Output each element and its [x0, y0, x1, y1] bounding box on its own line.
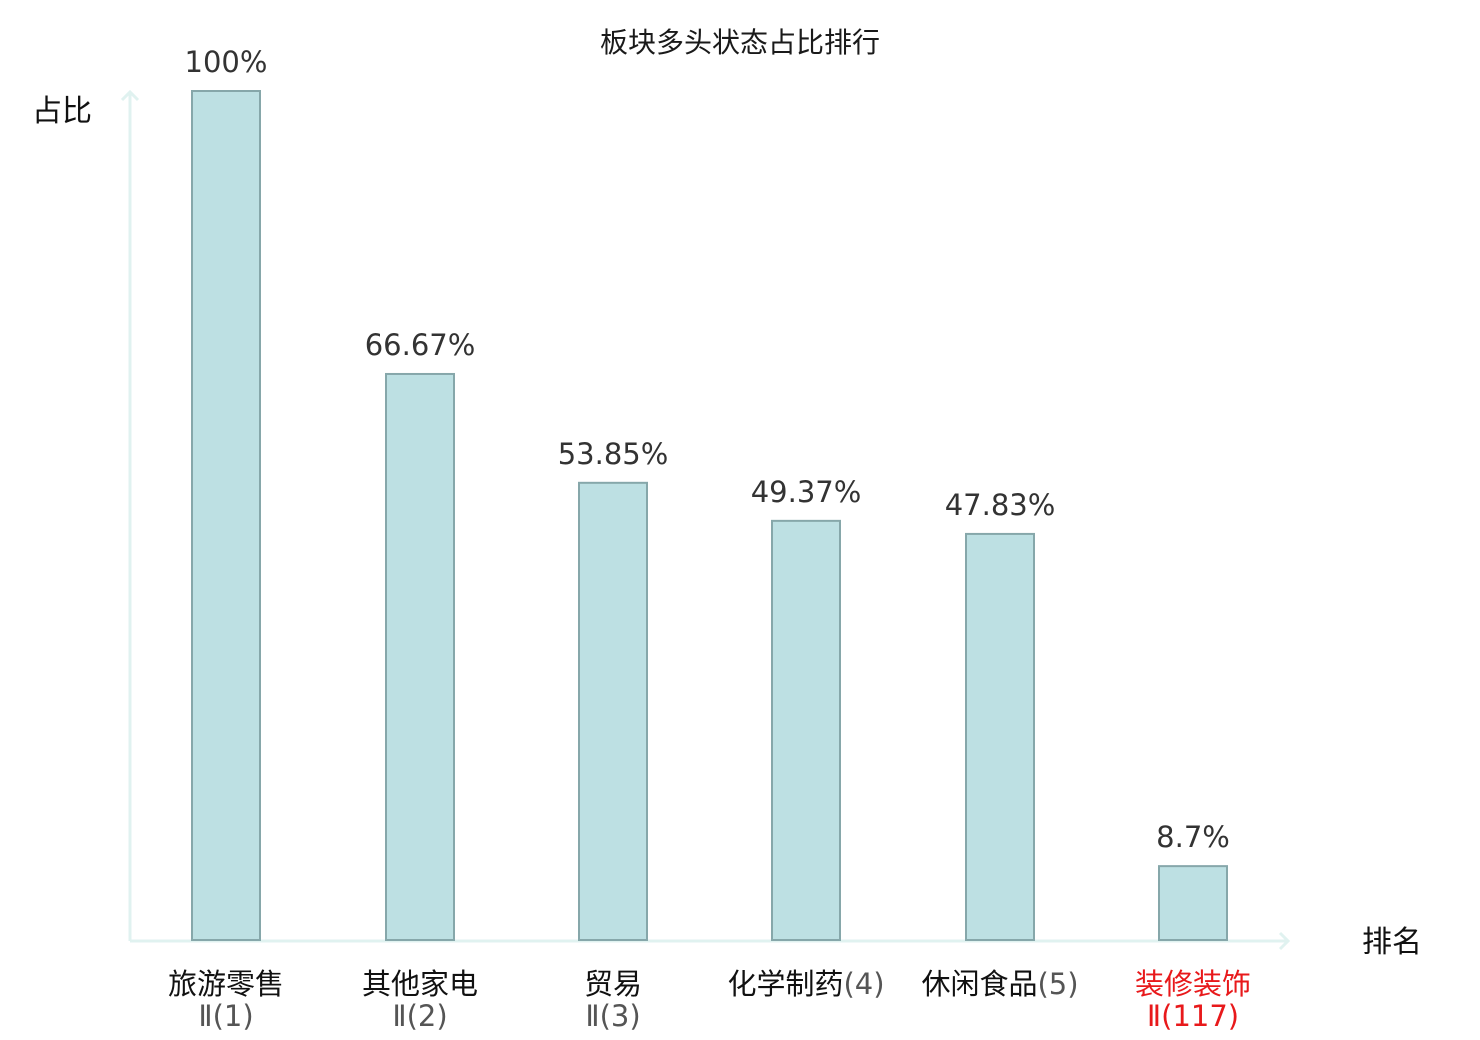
value-label-6: 8.7%	[1156, 820, 1230, 854]
bars-group	[191, 90, 1228, 942]
bar-3	[578, 481, 648, 941]
value-labels-group: 100% 66.67% 53.85% 49.37% 47.83% 8.7%	[185, 45, 1230, 854]
bar-4	[771, 519, 841, 941]
bar-5	[965, 532, 1035, 941]
value-label-3: 53.85%	[558, 437, 669, 471]
bar-2	[385, 372, 455, 942]
value-label-2: 66.67%	[365, 328, 476, 362]
category-label-2: 其他家电	[362, 967, 478, 1001]
category-label-4: 化学制药(4)	[727, 967, 884, 1001]
category-suffix-3: Ⅱ(3)	[585, 999, 640, 1033]
category-suffix-6: Ⅱ(117)	[1147, 999, 1239, 1033]
value-label-1: 100%	[185, 45, 268, 79]
category-suffix-1: Ⅱ(1)	[198, 999, 253, 1033]
value-label-5: 47.83%	[945, 488, 1056, 522]
category-suffix-2: Ⅱ(2)	[392, 999, 447, 1033]
category-label-1: 旅游零售	[168, 967, 284, 1001]
bar-1	[191, 90, 261, 941]
category-label-3: 贸易	[584, 967, 642, 1001]
category-label-5: 休闲食品(5)	[921, 967, 1078, 1001]
y-axis-label: 占比	[32, 94, 92, 129]
category-label-6: 装修装饰	[1135, 967, 1251, 1001]
bar-6	[1158, 865, 1228, 942]
value-label-4: 49.37%	[751, 475, 862, 509]
x-axis-label: 排名	[1362, 925, 1422, 960]
chart-title: 板块多头状态占比排行	[600, 26, 880, 59]
